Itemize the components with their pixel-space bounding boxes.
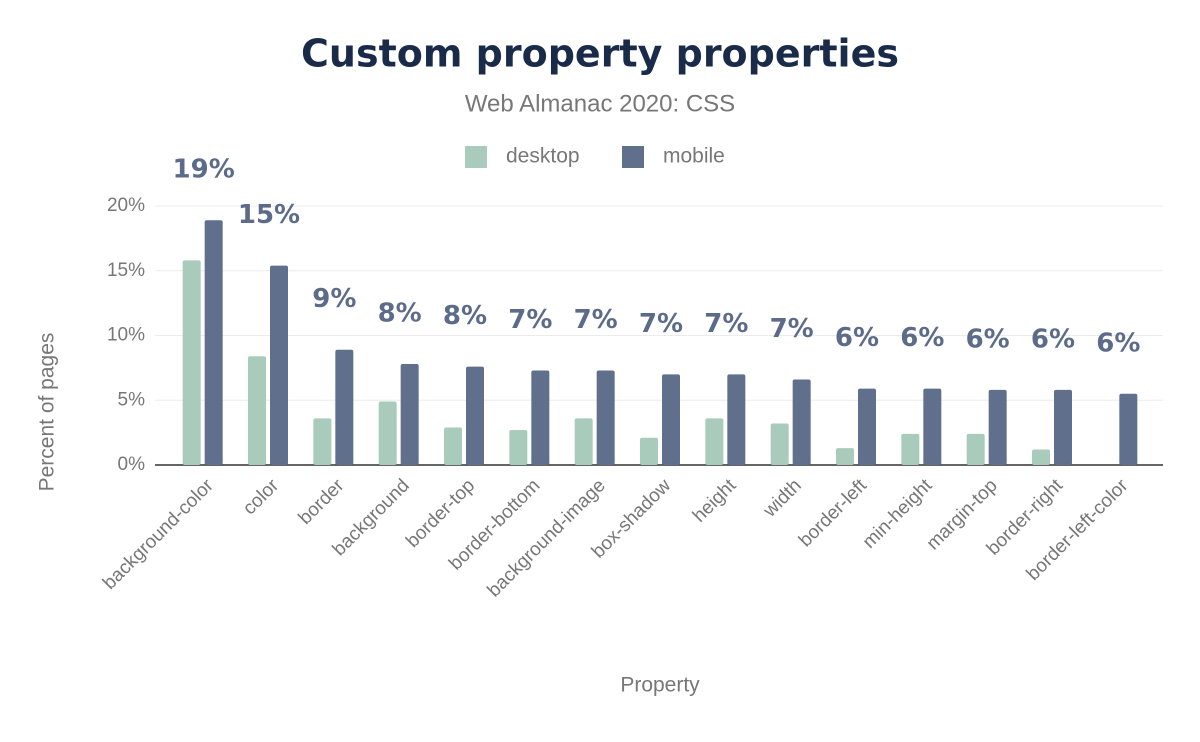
x-tick-label: background-image bbox=[484, 475, 610, 601]
y-tick-label: 5% bbox=[118, 389, 146, 410]
y-tick-label: 0% bbox=[118, 454, 146, 475]
value-label: 6% bbox=[835, 323, 879, 353]
bar bbox=[640, 437, 658, 465]
value-label: 19% bbox=[173, 155, 235, 185]
chart-title: Custom property properties bbox=[301, 32, 899, 76]
x-tick-label: height bbox=[689, 475, 741, 527]
bar bbox=[444, 427, 462, 465]
value-label: 8% bbox=[378, 298, 422, 328]
bar bbox=[400, 363, 419, 465]
value-label: 7% bbox=[574, 305, 618, 335]
value-label: 7% bbox=[508, 305, 552, 335]
bar bbox=[770, 423, 789, 465]
bar bbox=[378, 401, 397, 465]
value-label: 8% bbox=[443, 301, 487, 331]
bar bbox=[727, 374, 746, 465]
bar bbox=[335, 349, 354, 465]
legend-label: desktop bbox=[506, 145, 580, 168]
bar bbox=[466, 366, 484, 465]
x-tick-label: background-color bbox=[99, 475, 218, 594]
bar bbox=[705, 418, 724, 465]
bar bbox=[836, 448, 854, 465]
legend-swatch bbox=[465, 146, 487, 168]
bar bbox=[662, 374, 680, 465]
value-label: 7% bbox=[770, 314, 814, 344]
bar bbox=[596, 370, 615, 465]
bar bbox=[248, 356, 266, 465]
bar bbox=[574, 418, 593, 465]
x-tick-label: color bbox=[239, 475, 283, 519]
bar bbox=[1032, 449, 1050, 465]
value-label: 7% bbox=[639, 309, 683, 339]
bar bbox=[901, 433, 920, 465]
legend-swatch bbox=[622, 146, 644, 168]
y-tick-label: 20% bbox=[107, 195, 145, 216]
bar bbox=[509, 430, 528, 465]
bar bbox=[531, 370, 550, 465]
bar bbox=[270, 265, 288, 465]
bar bbox=[858, 388, 876, 465]
bar bbox=[988, 389, 1007, 465]
value-label: 15% bbox=[238, 200, 300, 230]
bar bbox=[313, 418, 332, 465]
bar bbox=[792, 379, 811, 465]
value-label: 7% bbox=[704, 309, 748, 339]
x-axis-title: Property bbox=[620, 674, 700, 697]
value-label: 6% bbox=[1096, 328, 1140, 358]
bar bbox=[966, 433, 985, 465]
value-label: 6% bbox=[900, 323, 944, 353]
x-tick-label: border bbox=[295, 475, 349, 529]
y-tick-label: 15% bbox=[107, 260, 145, 281]
value-label: 6% bbox=[1031, 324, 1075, 354]
value-label: 6% bbox=[966, 324, 1010, 354]
bar bbox=[182, 260, 201, 465]
legend-label: mobile bbox=[663, 145, 725, 168]
chart-subtitle: Web Almanac 2020: CSS bbox=[465, 90, 735, 117]
bar bbox=[1054, 389, 1072, 465]
bar bbox=[204, 220, 223, 465]
x-tick-label: width bbox=[759, 475, 806, 522]
value-label: 9% bbox=[312, 284, 356, 314]
bar bbox=[1119, 393, 1138, 465]
y-axis-title: Percent of pages bbox=[36, 333, 59, 492]
y-tick-label: 10% bbox=[107, 325, 145, 346]
bar bbox=[923, 388, 942, 465]
